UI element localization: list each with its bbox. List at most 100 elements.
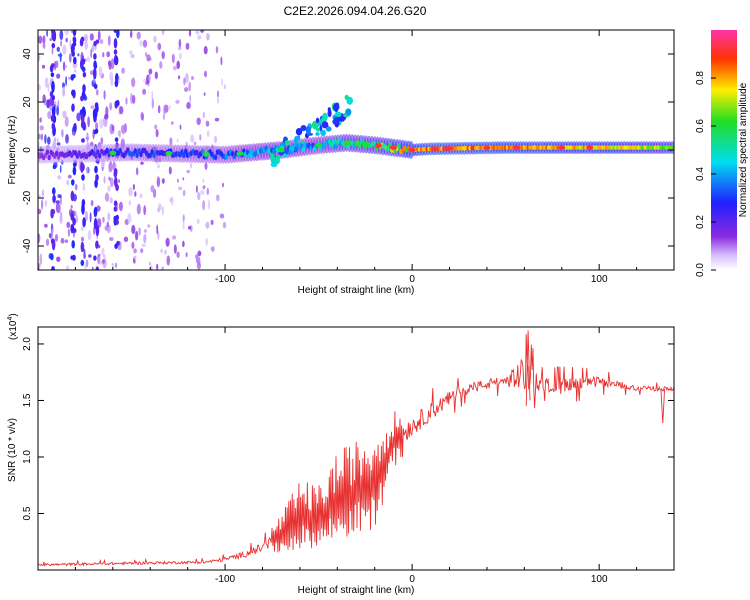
spectrogram-streak-cell: [50, 253, 54, 261]
spectrogram-noise-cell: [136, 167, 139, 176]
spectrogram-panel: -100 0 100 -40 -20 0 20 40 Height of straight l…: [7, 29, 675, 296]
spectrogram-noise-cell: [173, 244, 177, 254]
spectrogram-noise-cell: [40, 133, 44, 141]
spectrogram-noise-cell: [49, 38, 52, 42]
spectrogram-noise-cell: [74, 184, 78, 191]
spectrogram-noise-cell: [161, 178, 165, 184]
spectrogram-ridge-cell: [105, 147, 109, 154]
spectrogram-noise-cell: [45, 82, 50, 86]
spectrogram-noise-cell: [186, 169, 190, 174]
spectrogram-streak-cell: [49, 64, 54, 73]
spectrogram-noise-cell: [156, 263, 159, 270]
spectrogram-noise-cell: [143, 229, 147, 233]
spectrogram-noise-cell: [88, 254, 92, 258]
spectrogram-ytick-label: 40: [22, 48, 33, 60]
spectrogram-noise-cell: [140, 248, 144, 254]
spectrogram-noise-cell: [109, 71, 114, 81]
spectrogram-noise-cell: [169, 197, 174, 203]
spectrogram-streak-cell: [71, 103, 75, 112]
spectrogram-noise-cell: [102, 216, 105, 223]
spectrogram-noise-cell: [165, 237, 170, 247]
spectrogram-noise-cell: [38, 208, 42, 215]
spectrogram-noise-cell: [202, 111, 205, 119]
spectrogram-noise-cell: [103, 90, 106, 100]
spectrogram-noise-cell: [188, 225, 192, 230]
spectrogram-noise-cell: [74, 69, 77, 73]
spectrogram-noise-cell: [202, 185, 206, 190]
spectrogram-streak-cell: [70, 224, 75, 232]
spectrogram-streak-cell: [113, 49, 118, 55]
spectrogram-noise-cell: [64, 239, 69, 243]
spectrogram-noise-cell: [108, 161, 113, 173]
spectrogram-noise-cell: [62, 82, 65, 89]
spectrogram-noise-cell: [114, 262, 118, 268]
spectrogram-noise-cell: [39, 125, 44, 131]
spectrogram-noise-cell: [56, 138, 59, 143]
spectrogram-streak-cell: [116, 99, 120, 107]
spectrogram-noise-cell: [107, 212, 111, 222]
spectrogram-noise-cell: [132, 183, 135, 191]
spectrogram-noise-cell: [136, 203, 141, 215]
spectrogram-hotspot: [361, 142, 369, 147]
spectrogram-hotspot: [109, 150, 117, 156]
spectrogram-noise-cell: [163, 104, 166, 116]
spectrogram-noise-cell: [42, 94, 46, 103]
spectrogram-noise-cell: [111, 262, 114, 267]
spectrogram-noise-cell: [161, 30, 165, 36]
colorbar: 0.0 0.2 0.4 0.6 0.8 Normalized spectral ampl…: [695, 30, 749, 277]
spectrogram-noise-cell: [102, 52, 105, 58]
spectrogram-noise-cell: [74, 210, 77, 217]
spectrogram-noise-cell: [133, 248, 137, 254]
spectrogram-streak-cell: [51, 80, 55, 93]
spectrogram-streak-cell: [79, 38, 84, 47]
spectrogram-streak-cell: [116, 30, 120, 39]
spectrogram-noise-cell: [220, 56, 223, 66]
spectrogram-ytick-label: -40: [22, 238, 33, 253]
spectrogram-noise-cell: [196, 218, 200, 224]
spectrogram-hotspot: [165, 151, 173, 156]
spectrogram-streak-cell: [73, 56, 77, 65]
spectrogram-noise-cell: [44, 134, 47, 144]
spectrogram-noise-cell: [204, 162, 208, 170]
spectrogram-noise-cell: [99, 118, 104, 129]
spectrogram-noise-cell: [136, 31, 141, 40]
spectrogram-noise-cell: [62, 86, 66, 97]
spectrogram-ridge-cell: [184, 148, 188, 154]
spectrogram-noise-cell: [47, 111, 52, 119]
spectrogram-noise-cell: [196, 117, 201, 126]
spectrogram-streak-cell: [70, 190, 75, 202]
spectrogram-noise-cell: [64, 116, 69, 127]
spectrogram-noise-cell: [184, 87, 189, 92]
spectrogram-streak-cell: [80, 259, 85, 266]
spectrogram-noise-cell: [104, 192, 110, 202]
spectrogram-hotspot: [315, 142, 323, 148]
spectrogram-ridge-cell: [358, 142, 362, 149]
spectrogram-noise-cell: [96, 89, 99, 96]
spectrogram-noise-cell: [191, 76, 194, 80]
spectrogram-noise-cell: [69, 39, 72, 50]
spectrogram-noise-cell: [98, 66, 103, 77]
spectrogram-noise-cell: [197, 192, 201, 201]
spectrogram-noise-cell: [90, 48, 92, 59]
spectrogram-noise-cell: [56, 256, 61, 262]
spectrogram-noise-cell: [47, 136, 51, 145]
spectrogram-streak-cell: [93, 83, 98, 90]
spectrogram-noise-cell: [197, 35, 202, 40]
spectrogram-marks: [38, 30, 674, 270]
spectrogram-noise-cell: [118, 201, 123, 212]
spectrogram-noise-cell: [62, 110, 67, 119]
spectrogram-noise-cell: [121, 124, 126, 135]
spectrogram-noise-cell: [204, 70, 207, 78]
spectrogram-streak-cell: [115, 183, 119, 192]
snr-scale-exp: 4: [7, 317, 14, 321]
spectrogram-noise-cell: [39, 117, 42, 123]
spectrogram-noise-cell: [86, 166, 89, 175]
spectrogram-noise-cell: [90, 105, 95, 109]
spectrogram-noise-cell: [64, 30, 69, 35]
spectrogram-noise-cell: [54, 234, 59, 242]
spectrogram-noise-cell: [130, 30, 133, 39]
spectrogram-noise-cell: [125, 97, 128, 105]
spectrogram-xtick-label: 0: [409, 274, 415, 285]
spectrogram-noise-cell: [203, 92, 206, 96]
